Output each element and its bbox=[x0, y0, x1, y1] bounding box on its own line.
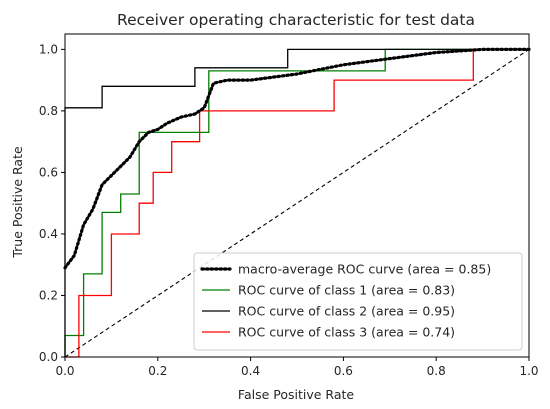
series-line-1 bbox=[64, 48, 529, 357]
legend-label: ROC curve of class 2 (area = 0.95) bbox=[238, 304, 455, 319]
x-axis-label: False Positive Rate bbox=[238, 387, 354, 402]
x-tick-label: 1.0 bbox=[519, 364, 538, 378]
plot-area bbox=[63, 47, 531, 358]
x-tick-label: 0.0 bbox=[55, 364, 74, 378]
legend-label: ROC curve of class 3 (area = 0.74) bbox=[238, 325, 455, 340]
x-tick-label: 0.8 bbox=[427, 364, 446, 378]
x-tick-label: 0.6 bbox=[334, 364, 353, 378]
plot-frame bbox=[64, 33, 530, 358]
y-tick-label: 1.0 bbox=[39, 42, 58, 56]
legend-label: ROC curve of class 1 (area = 0.83) bbox=[238, 283, 455, 298]
y-tick-label: 0.0 bbox=[39, 350, 58, 364]
series-line-3 bbox=[65, 48, 529, 358]
y-axis-label: True Positive Rate bbox=[10, 146, 25, 259]
x-tick-label: 0.2 bbox=[148, 364, 167, 378]
legend-box bbox=[193, 252, 523, 351]
series-line-0 bbox=[63, 47, 531, 270]
series-line-2 bbox=[64, 48, 529, 357]
chance-diagonal-line bbox=[64, 48, 530, 358]
legend-label: macro-average ROC curve (area = 0.85) bbox=[238, 262, 491, 277]
y-tick-label: 0.4 bbox=[39, 227, 58, 241]
y-tick-label: 0.2 bbox=[39, 288, 58, 302]
x-tick-label: 0.4 bbox=[241, 364, 260, 378]
y-tick-label: 0.8 bbox=[39, 104, 58, 118]
axis-ticks: 0.0 0.2 0.4 0.6 0.8 1.0 0.0 0.2 0.4 0.6 0.8 1.0 bbox=[39, 42, 539, 378]
legend: macro-average ROC curve (area = 0.85) ROC… bbox=[193, 252, 523, 351]
chart-title: Receiver operating characteristic for te… bbox=[117, 11, 475, 29]
y-tick-label: 0.6 bbox=[39, 165, 58, 179]
